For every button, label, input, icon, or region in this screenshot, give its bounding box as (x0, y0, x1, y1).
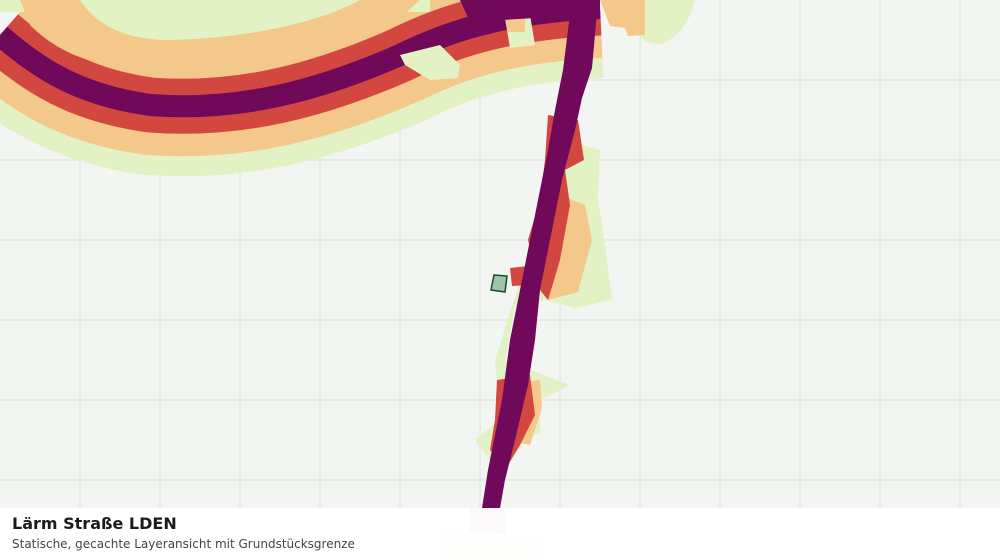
noise-curved-road (0, 0, 604, 177)
parcel-boundary-marker[interactable] (490, 274, 508, 293)
noise-band-1-mid (400, 45, 460, 80)
noise-band-1-upper (80, 0, 360, 40)
layer-caption: Lärm Straße LDEN Statische, gecachte Lay… (0, 508, 1000, 560)
noise-band-4-curve (0, 0, 601, 118)
layer-title: Lärm Straße LDEN (12, 514, 177, 533)
noise-band-1-right (630, 0, 695, 44)
noise-band-2-right (600, 0, 645, 36)
layer-subtitle: Statische, gecachte Layeransicht mit Gru… (12, 537, 355, 551)
noise-band-4-top (460, 0, 600, 22)
noise-vertical-road (460, 0, 612, 508)
noise-band-4-vertical (482, 0, 598, 508)
